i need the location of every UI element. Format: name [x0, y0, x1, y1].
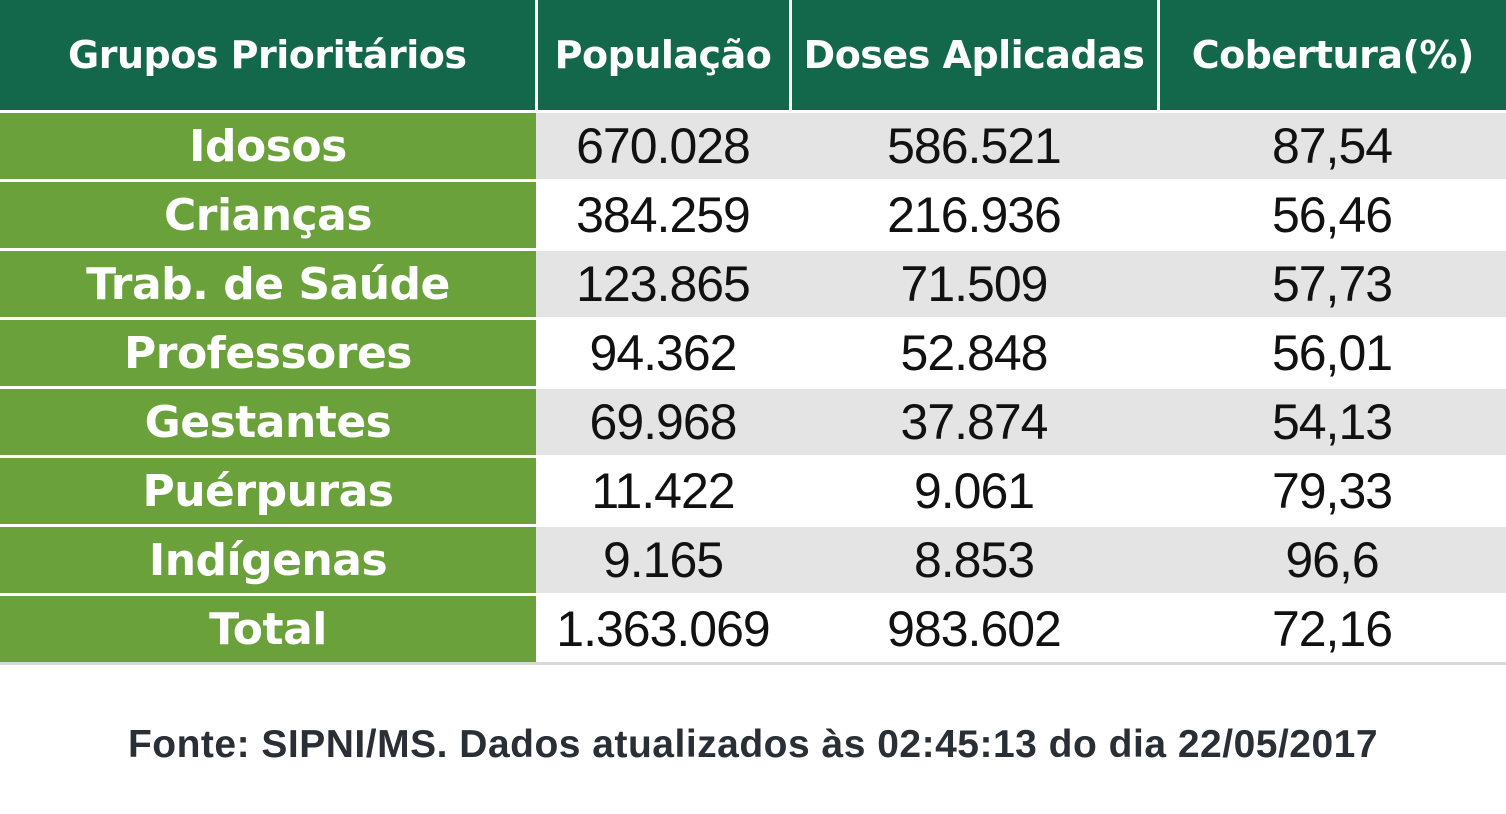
- source-note: Fonte: SIPNI/MS. Dados atualizados às 02…: [127, 723, 1379, 766]
- vaccination-table-container: Grupos Prioritários População Doses Apli…: [0, 0, 1506, 665]
- row-group-label: Professores: [0, 318, 536, 389]
- header-population: População: [534, 0, 790, 113]
- row-population: 670.028: [536, 111, 790, 182]
- row-doses: 52.848: [790, 318, 1158, 389]
- row-population: 123.865: [536, 249, 790, 320]
- row-population: 384.259: [536, 180, 790, 251]
- table-row: Gestantes 69.968 37.874 54,13: [0, 387, 1506, 458]
- row-coverage: 57,73: [1158, 249, 1506, 320]
- row-group-label: Total: [0, 594, 536, 665]
- row-group-label: Gestantes: [0, 387, 536, 458]
- row-population: 94.362: [536, 318, 790, 389]
- row-population: 69.968: [536, 387, 790, 458]
- row-coverage: 87,54: [1158, 111, 1506, 182]
- table-row: Professores 94.362 52.848 56,01: [0, 318, 1506, 389]
- row-doses: 37.874: [790, 387, 1158, 458]
- row-group-label: Trab. de Saúde: [0, 249, 536, 320]
- row-population: 9.165: [536, 525, 790, 596]
- row-group-label: Puérpuras: [0, 456, 536, 527]
- table-row: Idosos 670.028 586.521 87,54: [0, 111, 1506, 182]
- row-coverage: 56,46: [1158, 180, 1506, 251]
- row-doses: 8.853: [790, 525, 1158, 596]
- table-row: Crianças 384.259 216.936 56,46: [0, 180, 1506, 251]
- row-coverage: 56,01: [1158, 318, 1506, 389]
- row-coverage: 72,16: [1158, 594, 1506, 665]
- row-doses: 71.509: [790, 249, 1158, 320]
- table-row: Trab. de Saúde 123.865 71.509 57,73: [0, 249, 1506, 320]
- row-doses: 983.602: [790, 594, 1158, 665]
- header-doses: Doses Aplicadas: [788, 0, 1158, 113]
- row-population: 1.363.069: [536, 594, 790, 665]
- row-group-label: Indígenas: [0, 525, 536, 596]
- table-row-total: Total 1.363.069 983.602 72,16: [0, 594, 1506, 665]
- row-population: 11.422: [536, 456, 790, 527]
- table-row: Puérpuras 11.422 9.061 79,33: [0, 456, 1506, 527]
- row-coverage: 96,6: [1158, 525, 1506, 596]
- row-coverage: 79,33: [1158, 456, 1506, 527]
- table-row: Indígenas 9.165 8.853 96,6: [0, 525, 1506, 596]
- row-group-label: Idosos: [0, 111, 536, 182]
- row-doses: 586.521: [790, 111, 1158, 182]
- header-groups: Grupos Prioritários: [0, 0, 536, 113]
- row-coverage: 54,13: [1158, 387, 1506, 458]
- header-coverage: Cobertura(%): [1156, 0, 1506, 113]
- row-doses: 9.061: [790, 456, 1158, 527]
- table-header-row: Grupos Prioritários População Doses Apli…: [0, 0, 1506, 113]
- row-doses: 216.936: [790, 180, 1158, 251]
- vaccination-coverage-table: Grupos Prioritários População Doses Apli…: [0, 0, 1506, 665]
- row-group-label: Crianças: [0, 180, 536, 251]
